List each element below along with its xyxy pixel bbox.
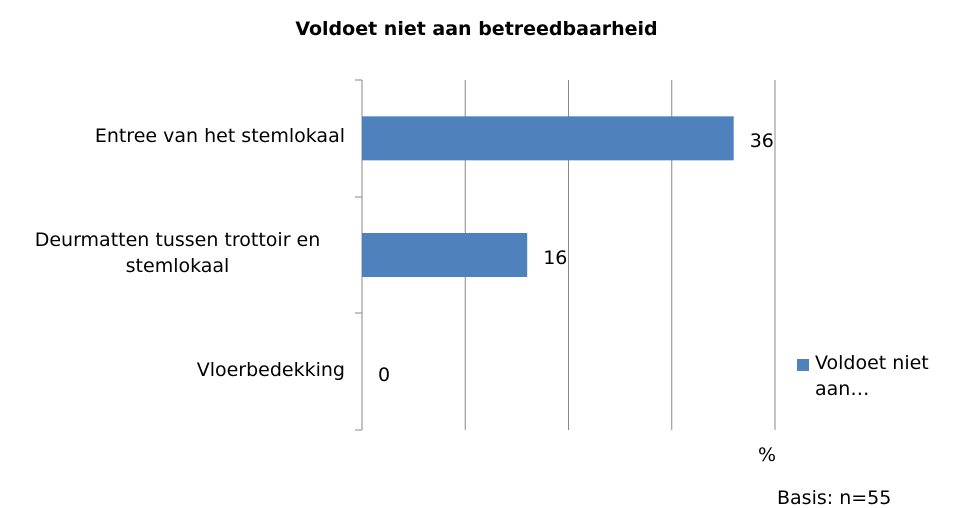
y-tick-label: Deurmatten tussen trottoir en stemlokaal [34,229,321,277]
legend: Voldoet niet aan… [797,350,953,402]
legend-swatch [797,359,809,371]
bar [362,233,528,277]
data-label: 0 [378,363,391,386]
chart-title: Voldoet niet aan betreedbaarheid [295,18,658,40]
data-label: 36 [749,130,774,153]
x-axis-label: % [758,444,777,466]
y-tick-label: Vloerbedekking [196,358,345,381]
annotation: Basis: n=55 [777,487,892,508]
legend-label: Voldoet niet aan… [815,352,929,400]
bar [362,116,734,161]
y-tick-label: Entree van het stemlokaal [94,125,345,148]
data-label: 16 [543,247,568,269]
